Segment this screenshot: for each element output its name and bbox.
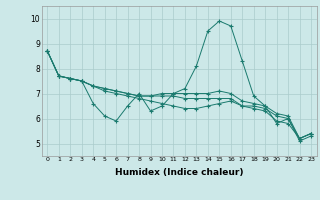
X-axis label: Humidex (Indice chaleur): Humidex (Indice chaleur): [115, 168, 244, 177]
